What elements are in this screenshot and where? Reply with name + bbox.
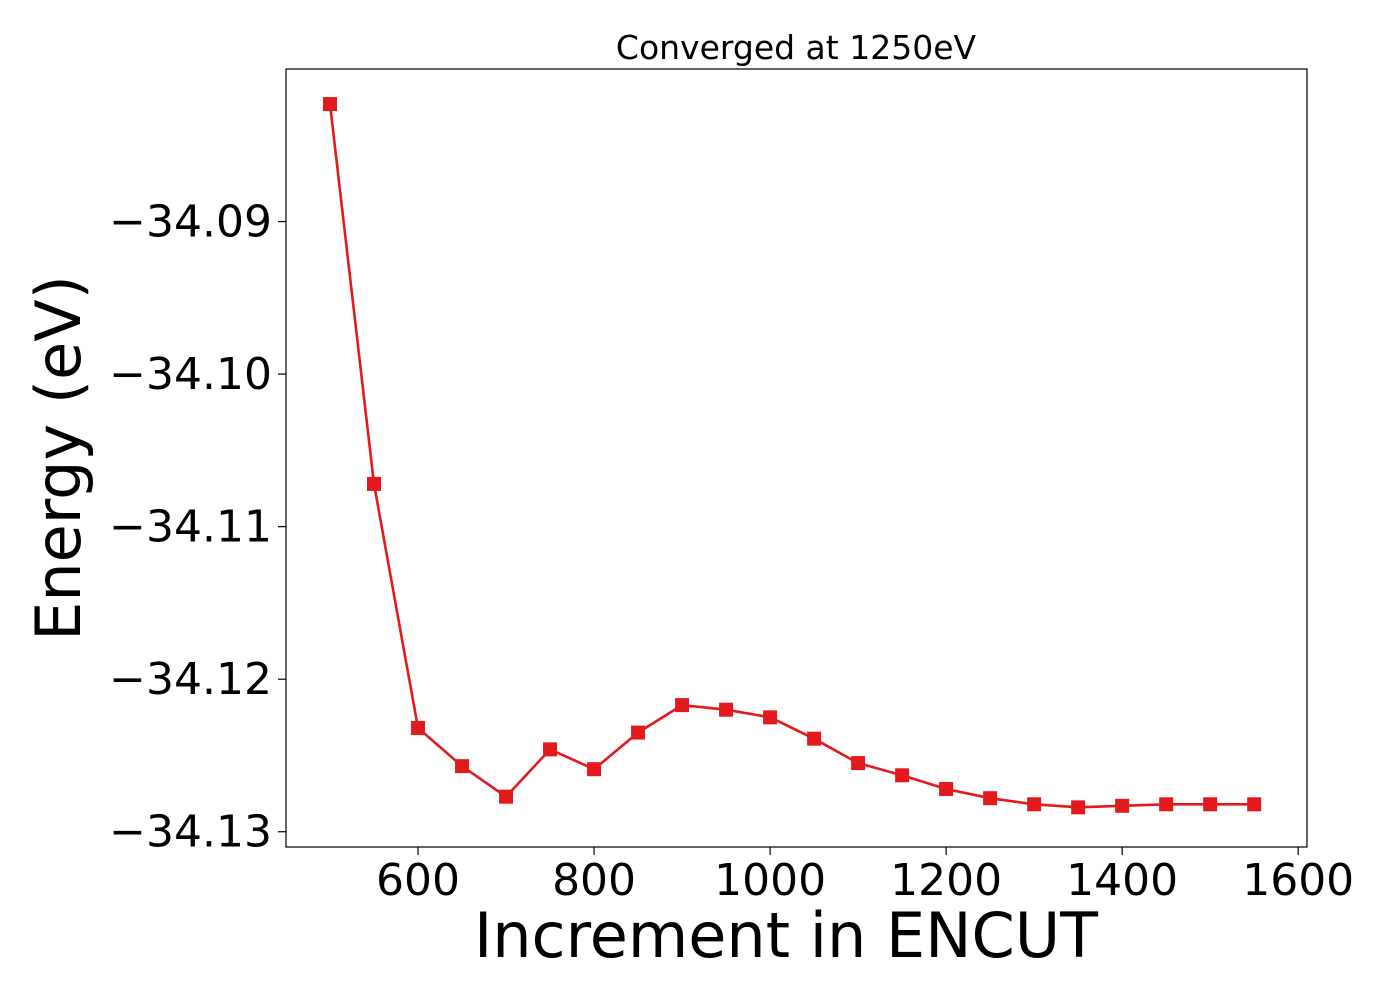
data-point bbox=[807, 731, 822, 746]
x-tick-label: 1400 bbox=[1066, 855, 1178, 906]
x-axis-label: Increment in ENCUT bbox=[474, 899, 1099, 972]
data-point bbox=[1247, 797, 1262, 812]
data-point bbox=[543, 742, 558, 757]
x-tick-label: 800 bbox=[552, 855, 636, 906]
data-point bbox=[763, 710, 778, 725]
data-point bbox=[367, 476, 382, 491]
data-point bbox=[1027, 797, 1042, 812]
y-axis-label: Energy (eV) bbox=[22, 275, 95, 641]
data-point bbox=[1115, 798, 1130, 813]
data-point bbox=[499, 789, 514, 804]
data-point bbox=[719, 702, 734, 717]
x-axis-ticks: 600 800 1000 1200 1400 1600 bbox=[376, 847, 1354, 906]
data-point bbox=[1071, 800, 1086, 815]
data-point bbox=[851, 756, 866, 771]
data-point bbox=[455, 759, 470, 774]
x-tick-label: 1200 bbox=[890, 855, 1002, 906]
data-point bbox=[1203, 797, 1218, 812]
y-tick-label: −34.13 bbox=[109, 807, 272, 858]
y-axis-ticks: −34.09 −34.10 −34.11 −34.12 −34.13 bbox=[109, 197, 286, 858]
x-tick-label: 600 bbox=[376, 855, 460, 906]
data-point bbox=[983, 791, 998, 806]
data-point bbox=[895, 768, 910, 783]
series-layer bbox=[323, 97, 1262, 815]
chart-title: Converged at 1250eV bbox=[616, 28, 977, 67]
data-point bbox=[587, 762, 602, 777]
data-point bbox=[939, 782, 954, 797]
y-tick-label: −34.12 bbox=[109, 654, 272, 705]
data-point bbox=[411, 721, 426, 736]
x-tick-label: 1000 bbox=[714, 855, 826, 906]
plot-area bbox=[285, 68, 1308, 848]
x-tick-label: 1600 bbox=[1242, 855, 1354, 906]
y-tick-label: −34.10 bbox=[109, 349, 272, 400]
data-point bbox=[1159, 797, 1174, 812]
y-tick-label: −34.09 bbox=[109, 197, 272, 248]
series-line bbox=[328, 103, 1255, 809]
data-point bbox=[675, 698, 690, 713]
data-point bbox=[323, 97, 338, 112]
y-tick-label: −34.11 bbox=[109, 502, 272, 553]
data-point bbox=[631, 725, 646, 740]
